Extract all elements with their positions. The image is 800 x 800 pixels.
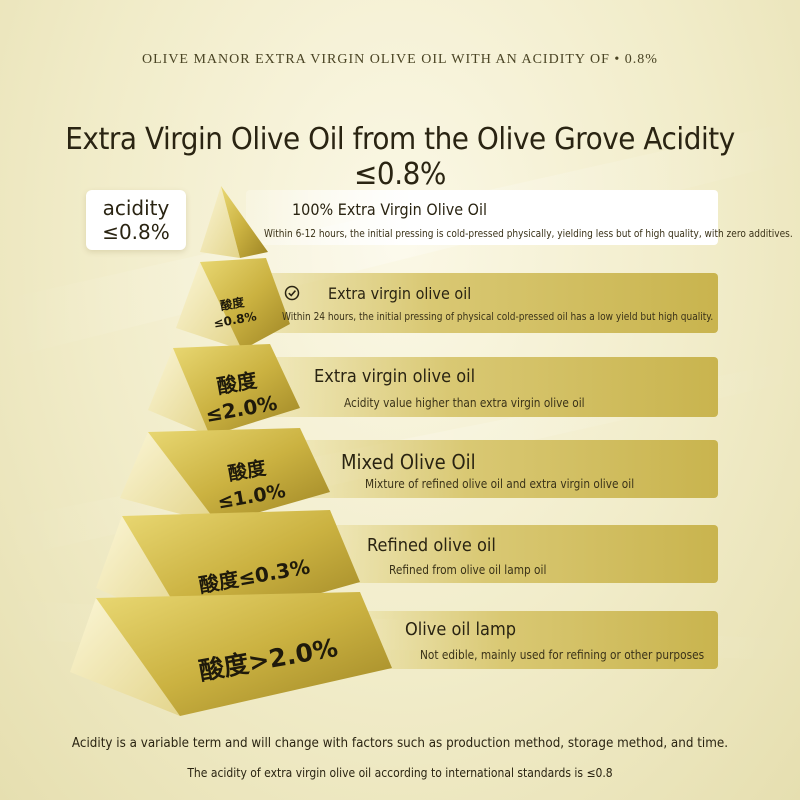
tier-bar-3 [270, 357, 718, 417]
tier-4-desc: Mixture of refined olive oil and extra v… [365, 477, 635, 491]
tier-3-desc: Acidity value higher than extra virgin o… [344, 396, 585, 410]
tier-3-title: Extra virgin olive oil [314, 366, 476, 387]
tier-5-desc: Refined from olive oil lamp oil [389, 563, 547, 577]
tier-2-desc: Within 24 hours, the initial pressing of… [282, 310, 714, 323]
pyramid-tier-3 [148, 344, 300, 436]
acidity-badge: acidity ≤0.8% [86, 190, 186, 250]
tier-bar-6 [360, 611, 718, 669]
check-circle-icon [284, 285, 300, 301]
footer-note-2: The acidity of extra virgin olive oil ac… [187, 766, 613, 780]
tier-5-title: Refined olive oil [367, 535, 496, 556]
pyramid-tier-4 [120, 428, 330, 524]
tier-bar-1 [246, 190, 718, 245]
tier-6-title: Olive oil lamp [405, 619, 517, 640]
page-title: Extra Virgin Olive Oil from the Olive Gr… [65, 122, 735, 192]
tier-2-title: Extra virgin olive oil [328, 284, 472, 303]
tier-bar-2 [240, 273, 718, 333]
pyramid-tier-2 [176, 258, 290, 350]
footer-note-1: Acidity is a variable term and will chan… [71, 736, 729, 751]
tier-4-title: Mixed Olive Oil [341, 450, 476, 474]
brand-tagline: OLIVE MANOR EXTRA VIRGIN OLIVE OIL WITH … [142, 52, 658, 67]
badge-line-2: ≤0.8% [102, 220, 170, 244]
pyramid-tier-1 [200, 186, 268, 258]
tier-bar-4 [300, 440, 718, 498]
tier-6-desc: Not edible, mainly used for refining or … [420, 648, 705, 662]
badge-line-1: acidity [102, 196, 170, 220]
tier-1-desc: Within 6-12 hours, the initial pressing … [264, 227, 793, 240]
tier-bar-5 [330, 525, 718, 583]
tier-1-title: 100% Extra Virgin Olive Oil [292, 200, 488, 219]
pyramid-tier-6 [70, 592, 392, 716]
